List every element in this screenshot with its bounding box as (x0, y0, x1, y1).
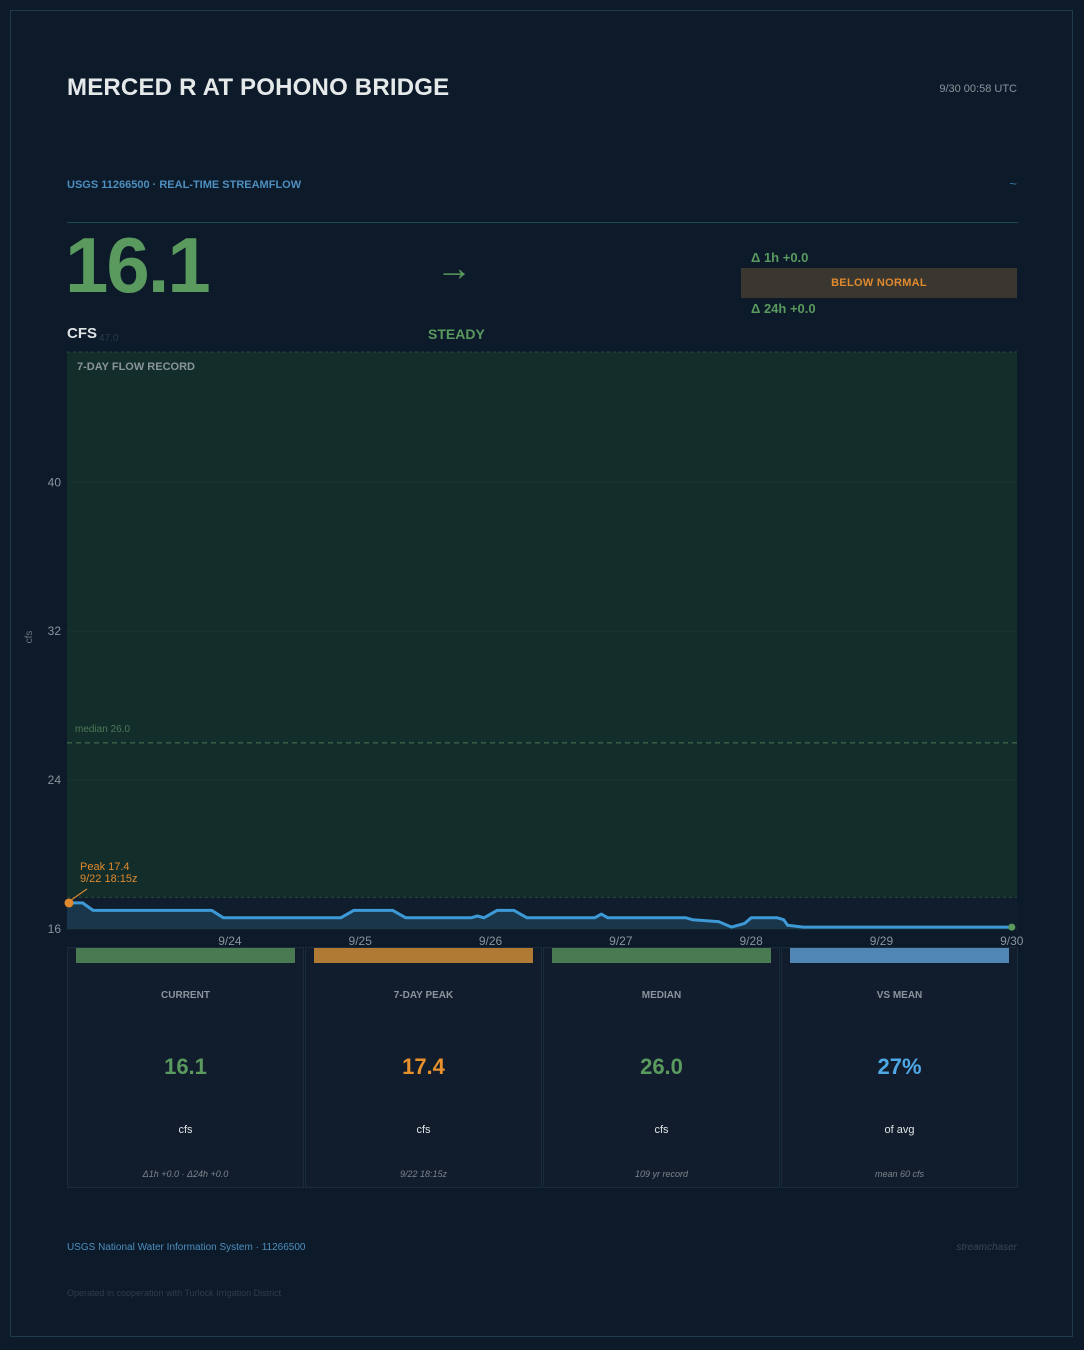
source-label: USGS 11266500 · REAL-TIME STREAMFLOW (67, 179, 302, 191)
x-tick-label: 9/29 (870, 934, 894, 948)
ghost-value: 47.0 (99, 333, 119, 344)
x-tick-label: 9/28 (739, 934, 763, 948)
card-unit: cfs (654, 1124, 669, 1136)
wave-icon: ~ (1009, 176, 1017, 191)
peak-label: Peak 17.4 (80, 861, 130, 873)
status-badge: BELOW NORMAL (741, 268, 1017, 298)
current-marker (1008, 923, 1016, 931)
y-axis-label: cfs (24, 631, 35, 644)
trend-label: STEADY (428, 326, 485, 342)
card-label: CURRENT (161, 990, 210, 1001)
trend-arrow-icon: → (436, 247, 472, 288)
card-note: 109 yr record (634, 1169, 689, 1179)
y-tick-label: 32 (48, 624, 62, 638)
card-vs-mean: VS MEAN 27% of avg mean 60 cfs (781, 947, 1018, 1188)
current-flow-value: 16.1 (65, 221, 211, 309)
current-flow-unit: CFS (67, 325, 97, 342)
card-unit: of avg (884, 1124, 915, 1136)
x-tick-label: 9/24 (218, 934, 242, 948)
station-title: MERCED R AT POHONO BRIDGE (67, 74, 450, 101)
card-label: 7-DAY PEAK (393, 990, 454, 1001)
peak-time: 9/22 18:15z (80, 873, 138, 885)
card-unit: cfs (416, 1124, 431, 1136)
stat-cards: CURRENT 16.1 cfs Δ1h +0.0 · Δ24h +0.0 7-… (67, 947, 1018, 1188)
footer-cooperation: Operated in cooperation with Turlock Irr… (67, 1288, 282, 1298)
delta-24h: Δ 24h +0.0 (751, 301, 816, 316)
card-strip (76, 948, 295, 963)
brand-mark: streamchaser (956, 1242, 1017, 1253)
y-tick-label: 24 (48, 773, 62, 787)
normal-range-band (67, 352, 1017, 898)
panel-frame (10, 10, 1073, 1337)
timestamp: 9/30 00:58 UTC (939, 83, 1017, 95)
card-note: 9/22 18:15z (399, 1169, 448, 1179)
card-strip (552, 948, 771, 963)
card-unit: cfs (178, 1124, 193, 1136)
card-value: 16.1 (164, 1054, 207, 1079)
card-label: VS MEAN (876, 990, 923, 1001)
y-tick-label: 16 (48, 922, 62, 936)
card-median: MEDIAN 26.0 cfs 109 yr record (543, 947, 780, 1188)
chart-title: 7-DAY FLOW RECORD (77, 361, 195, 373)
header-divider (67, 222, 1018, 223)
median-label: median 26.0 (75, 724, 130, 735)
card-current: CURRENT 16.1 cfs Δ1h +0.0 · Δ24h +0.0 (67, 947, 304, 1188)
card-strip (314, 948, 533, 963)
card-peak: 7-DAY PEAK 17.4 cfs 9/22 18:15z (305, 947, 542, 1188)
flow-line (67, 901, 1012, 929)
card-value: 17.4 (402, 1054, 445, 1079)
x-tick-label: 9/27 (609, 934, 633, 948)
card-note: Δ1h +0.0 · Δ24h +0.0 (142, 1169, 229, 1179)
x-tick-label: 9/25 (349, 934, 373, 948)
flow-chart: 16 24 32 40 cfs 7-DAY FLOW RECORD median 26.0 9… (24, 351, 1024, 948)
x-tick-label: 9/26 (479, 934, 503, 948)
card-note: mean 60 cfs (874, 1169, 925, 1179)
card-value: 27% (877, 1054, 922, 1079)
delta-1h: Δ 1h +0.0 (751, 250, 809, 265)
x-tick-label: 9/30 (1000, 934, 1024, 948)
footer-source: USGS National Water Information System ·… (67, 1242, 306, 1253)
y-tick-label: 40 (48, 475, 62, 489)
card-label: MEDIAN (641, 990, 682, 1001)
peak-marker (64, 898, 74, 908)
card-strip (790, 948, 1009, 963)
flow-area (67, 902, 1012, 929)
card-value: 26.0 (640, 1054, 683, 1079)
